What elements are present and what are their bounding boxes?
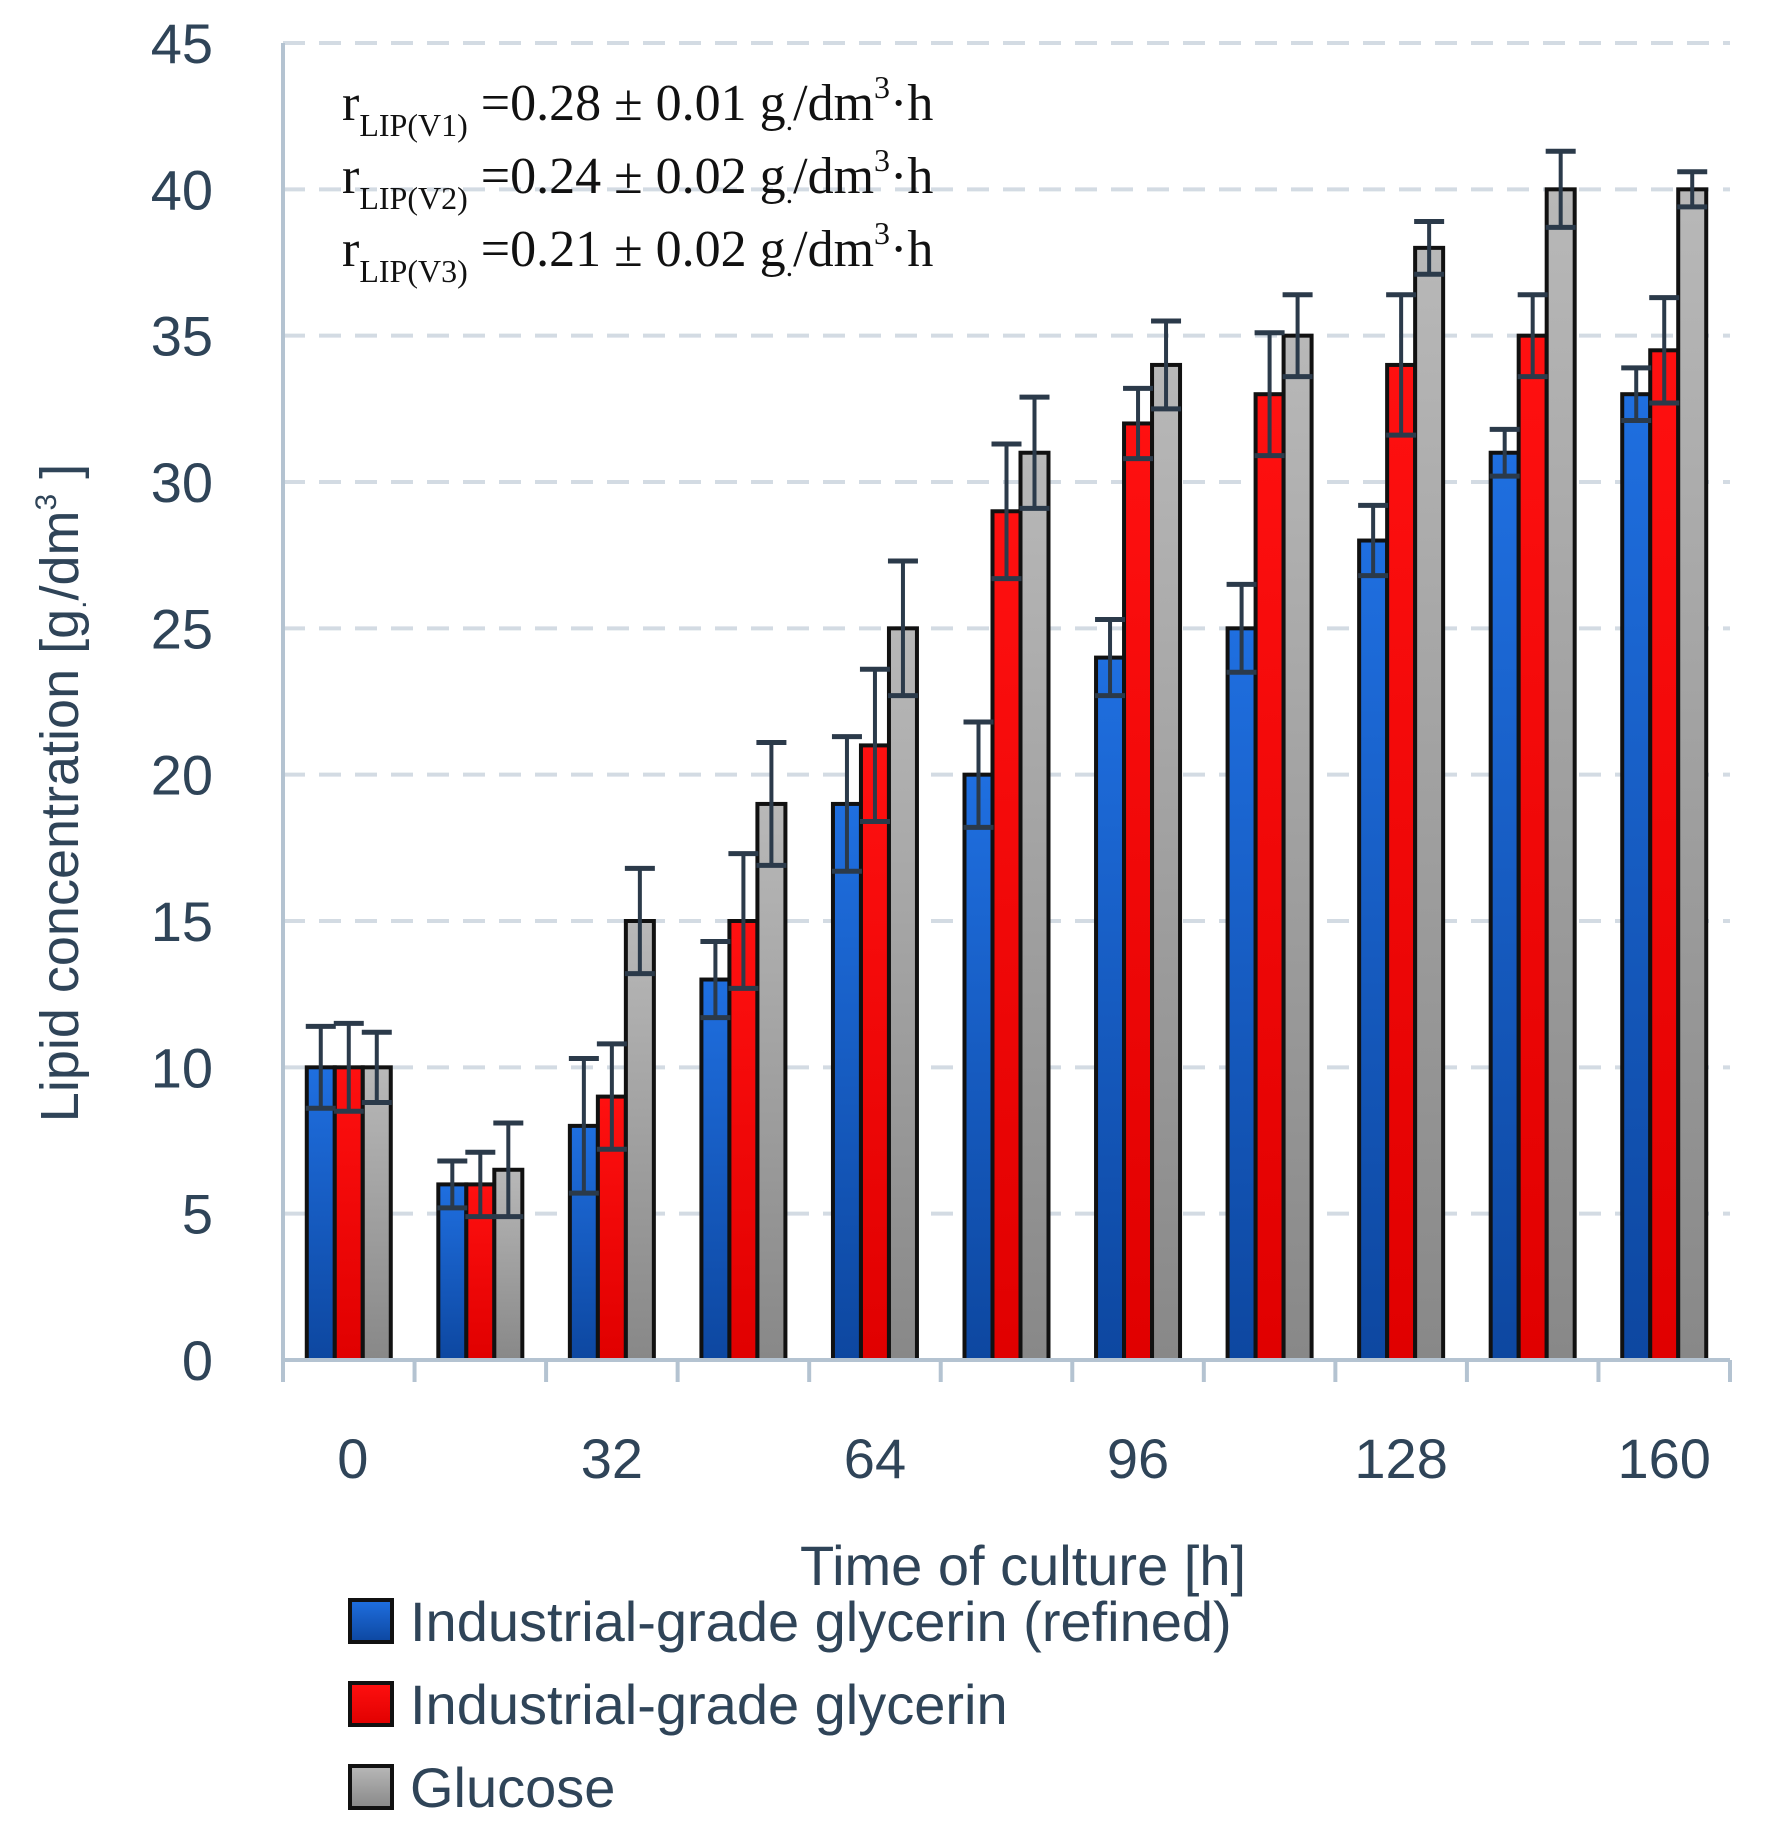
bar-crude-112h [1253, 392, 1286, 1362]
bar-glucose-0h [360, 1065, 393, 1363]
y-tick-label-15: 15 [151, 890, 213, 953]
bar-refined-64h [830, 801, 863, 1362]
bar-refined-96h [1094, 655, 1127, 1362]
annotation-v3: rLIP(V3) =0.21 ± 0.02 g./dm3·h [342, 215, 933, 289]
y-tick-label-10: 10 [151, 1036, 213, 1099]
legend-item-glucose: Glucose [348, 1756, 615, 1819]
y-tick-label-25: 25 [151, 597, 213, 660]
bar-glucose-160h [1676, 187, 1709, 1362]
bar-refined-80h [962, 772, 995, 1362]
legend-swatch-crude [348, 1681, 394, 1727]
axes [281, 43, 1732, 1382]
bar-glucose-96h [1150, 362, 1183, 1362]
bar-glucose-112h [1281, 333, 1314, 1363]
x-tick-label-0: 0 [337, 1427, 368, 1490]
bar-refined-0h [304, 1065, 337, 1363]
bar-glucose-144h [1544, 187, 1577, 1362]
y-tick-label-30: 30 [151, 451, 213, 514]
rate-annotations: rLIP(V1) =0.28 ± 0.01 g./dm3·h rLIP(V2) … [342, 69, 933, 289]
y-tick-label-35: 35 [151, 305, 213, 368]
legend-item-crude: Industrial-grade glycerin [348, 1673, 1008, 1736]
bar-refined-48h [699, 977, 732, 1362]
x-tick-label-32: 32 [581, 1427, 643, 1490]
bar-glucose-80h [1018, 450, 1051, 1362]
bar-glucose-128h [1413, 245, 1446, 1362]
legend-label-refined: Industrial-grade glycerin (refined) [410, 1590, 1232, 1653]
y-tick-label-20: 20 [151, 744, 213, 807]
bar-glucose-48h [755, 801, 788, 1362]
bar-crude-160h [1648, 348, 1681, 1362]
error-bars [305, 148, 1708, 1220]
legend-item-refined: Industrial-grade glycerin (refined) [348, 1590, 1232, 1653]
y-tick-label-40: 40 [151, 158, 213, 221]
bar-refined-16h [436, 1182, 469, 1363]
legend-label-glucose: Glucose [410, 1756, 615, 1819]
x-tick-label-160: 160 [1618, 1427, 1711, 1490]
bar-refined-112h [1225, 626, 1258, 1362]
bar-refined-160h [1620, 392, 1653, 1362]
annotation-v2: rLIP(V2) =0.24 ± 0.02 g./dm3·h [342, 142, 933, 216]
x-tick-label-96: 96 [1107, 1427, 1169, 1490]
bar-glucose-64h [886, 626, 919, 1362]
bar-crude-96h [1122, 421, 1155, 1362]
y-tick-label-5: 5 [182, 1183, 213, 1246]
x-tick-label-128: 128 [1354, 1427, 1447, 1490]
bar-glucose-32h [623, 919, 656, 1362]
legend: Industrial-grade glycerin (refined) Indu… [348, 1590, 1232, 1819]
annotation-v1: rLIP(V1) =0.28 ± 0.01 g./dm3·h [342, 69, 933, 143]
y-tick-label-0: 0 [182, 1329, 213, 1392]
bar-crude-80h [990, 509, 1023, 1362]
y-axis-title: Lipid concentration [g./dm3 ] [30, 464, 93, 1122]
bar-crude-64h [858, 743, 891, 1362]
y-tick-labels: 0 5 10 15 20 25 30 35 40 45 [151, 12, 213, 1392]
bar-refined-128h [1357, 538, 1390, 1362]
x-axis-title: Time of culture [h] [800, 1534, 1246, 1597]
bar-crude-128h [1385, 362, 1418, 1362]
legend-swatch-refined [348, 1598, 394, 1644]
bar-refined-144h [1488, 450, 1521, 1362]
x-tick-label-64: 64 [844, 1427, 906, 1490]
x-tick-labels: 0 32 64 96 128 160 [337, 1427, 1711, 1490]
bar-crude-144h [1516, 333, 1549, 1363]
y-tick-label-45: 45 [151, 12, 213, 75]
legend-label-crude: Industrial-grade glycerin [410, 1673, 1008, 1736]
legend-swatch-glucose [348, 1764, 394, 1810]
